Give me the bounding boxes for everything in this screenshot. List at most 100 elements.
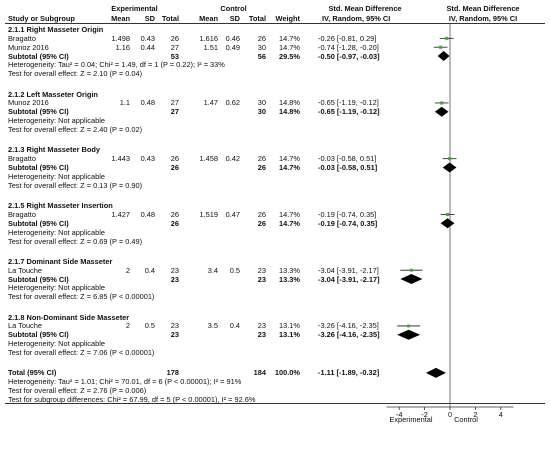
study-m1: 2 xyxy=(125,321,130,331)
footer-rule xyxy=(5,403,545,404)
x-tick-label: 2 xyxy=(473,410,477,419)
subtotal-diamond xyxy=(437,51,450,62)
subtotal-weight: 29.5% xyxy=(279,51,300,61)
study-effect-square xyxy=(440,101,444,105)
subtotal-weight: 13.1% xyxy=(279,330,300,340)
study-effect-square xyxy=(448,157,452,161)
study-m2: 1.51 xyxy=(203,42,218,52)
heterogeneity-note: Heterogeneity: Not applicable xyxy=(8,227,105,237)
study-effect-square xyxy=(407,324,411,328)
subtotal-n2: 26 xyxy=(257,218,266,228)
favours-experimental-label: Experimental xyxy=(389,415,433,424)
subtotal-ci: -0.50 [-0.97, -0.03] xyxy=(318,51,380,61)
header-rule xyxy=(5,23,545,24)
study-column-header: Study or Subgroup xyxy=(8,14,75,23)
study-n2: 30 xyxy=(257,42,266,52)
study-name: Munoz 2016 xyxy=(8,42,49,52)
overall-diamond xyxy=(425,367,446,378)
study-s2: 0.42 xyxy=(225,154,240,164)
total-label: Total (95% CI) xyxy=(8,368,57,378)
smd-header-right: Std. Mean Difference xyxy=(446,4,520,13)
study-w: 13.1% xyxy=(279,321,300,331)
study-m1: 1.498 xyxy=(111,33,131,43)
subtotal-n1: 23 xyxy=(170,274,179,284)
subtotal-n2: 26 xyxy=(257,163,266,173)
study-ci: -3.26 [-4.16, -2.35] xyxy=(318,321,379,331)
subtotal-weight: 14.7% xyxy=(279,218,300,228)
subtotal-diamond xyxy=(440,218,455,229)
ci-header-left: IV, Random, 95% CI xyxy=(322,14,391,23)
study-w: 14.7% xyxy=(279,209,300,219)
subtotal-label: Subtotal (95% CI) xyxy=(8,330,69,340)
study-n1: 26 xyxy=(170,154,179,164)
study-n2: 30 xyxy=(257,98,266,108)
subtotal-diamond xyxy=(397,329,421,340)
study-n1: 26 xyxy=(170,209,179,219)
study-name: La Touche xyxy=(8,265,42,275)
study-n1: 23 xyxy=(170,321,179,331)
heterogeneity-note: Heterogeneity: Tau² = 1.01; Chi² = 70.01… xyxy=(8,377,242,387)
subtotal-weight: 14.8% xyxy=(279,107,300,117)
study-n2: 26 xyxy=(257,154,266,164)
subtotal-weight: 14.7% xyxy=(279,163,300,173)
study-effect-square xyxy=(439,45,443,49)
subtotal-n1: 53 xyxy=(170,51,179,61)
study-effect-square xyxy=(409,268,413,272)
subtotal-n2: 23 xyxy=(257,274,266,284)
subtotal-label: Subtotal (95% CI) xyxy=(8,163,69,173)
heterogeneity-note: Test for overall effect: Z = 6.85 (P < 0… xyxy=(8,292,155,302)
subtotal-ci: -0.03 [-0.58, 0.51] xyxy=(318,163,378,173)
study-m1: 2 xyxy=(125,265,130,275)
smd-header-left: Std. Mean Difference xyxy=(328,4,402,13)
study-name: Bragatto xyxy=(8,154,36,164)
study-w: 14.7% xyxy=(279,154,300,164)
study-ci: -0.19 [-0.74, 0.35] xyxy=(318,209,377,219)
subtotal-weight: 13.3% xyxy=(279,274,300,284)
subtotal-diamond xyxy=(442,162,457,173)
subgroup-heading: 2.1.3 Right Masseter Body xyxy=(8,145,101,155)
subtotal-n1: 26 xyxy=(170,218,179,228)
study-m2: 1.519 xyxy=(199,209,219,219)
heterogeneity-note: Test for subgroup differences: Chi² = 67… xyxy=(8,394,256,404)
heterogeneity-note: Test for overall effect: Z = 7.06 (P < 0… xyxy=(8,348,155,357)
subtotal-n2: 30 xyxy=(257,107,266,117)
subtotal-label: Subtotal (95% CI) xyxy=(8,107,69,117)
heterogeneity-note: Heterogeneity: Not applicable xyxy=(8,283,105,293)
total1-header: Total xyxy=(161,14,179,23)
study-n2: 26 xyxy=(257,33,266,43)
study-s1: 0.48 xyxy=(140,98,155,108)
study-ci: -0.74 [-1.28, -0.20] xyxy=(318,42,379,52)
study-s2: 0.62 xyxy=(225,98,240,108)
total-n1: 178 xyxy=(166,368,179,378)
heterogeneity-note: Test for overall effect: Z = 2.10 (P = 0… xyxy=(8,69,143,79)
study-s2: 0.47 xyxy=(225,209,240,219)
x-tick-label: -4 xyxy=(396,410,403,419)
study-m2: 3.5 xyxy=(207,321,218,331)
study-effect-square xyxy=(446,212,450,216)
heterogeneity-note: Heterogeneity: Tau² = 0.04; Chi² = 1.49,… xyxy=(8,60,225,70)
study-s1: 0.4 xyxy=(144,265,155,275)
subtotal-diamond xyxy=(434,106,449,117)
study-ci: -3.04 [-3.91, -2.17] xyxy=(318,265,379,275)
study-n1: 27 xyxy=(170,98,179,108)
study-name: Munoz 2016 xyxy=(8,98,49,108)
subtotal-ci: -3.04 [-3.91, -2.17] xyxy=(318,274,380,284)
study-n2: 23 xyxy=(257,265,266,275)
subgroup-heading: 2.1.1 Right Masseter Origin xyxy=(8,25,104,34)
study-w: 14.8% xyxy=(279,98,300,108)
subtotal-ci: -0.65 [-1.19, -0.12] xyxy=(318,107,380,117)
study-s1: 0.43 xyxy=(140,154,155,164)
heterogeneity-note: Heterogeneity: Not applicable xyxy=(8,339,105,349)
subgroup-heading: 2.1.7 Dominant Side Masseter xyxy=(8,256,113,266)
study-w: 14.7% xyxy=(279,42,300,52)
heterogeneity-note: Test for overall effect: Z = 2.76 (P = 0… xyxy=(8,386,147,396)
subtotal-diamond xyxy=(400,274,423,285)
subtotal-label: Subtotal (95% CI) xyxy=(8,218,69,228)
study-n2: 23 xyxy=(257,321,266,331)
study-n1: 26 xyxy=(170,33,179,43)
study-m2: 3.4 xyxy=(207,265,218,275)
study-effect-square xyxy=(445,36,449,40)
subgroup-heading: 2.1.8 Non-Dominant Side Masseter xyxy=(8,312,130,322)
study-s1: 0.48 xyxy=(140,209,155,219)
